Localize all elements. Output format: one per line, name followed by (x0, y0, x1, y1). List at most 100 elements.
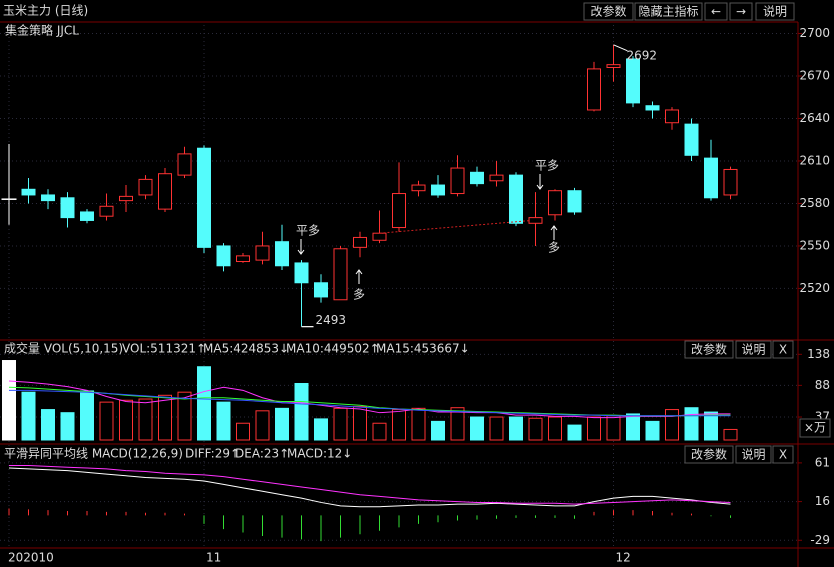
signal-arrow-head (297, 249, 305, 255)
y-tick-label: 61 (815, 455, 830, 469)
candle-body (99, 205, 114, 217)
candle-body (21, 188, 36, 196)
candle-body (119, 195, 133, 202)
signal-label: 多 (548, 241, 560, 255)
button-label[interactable]: → (736, 5, 746, 19)
button[interactable] (583, 2, 634, 21)
volume-bar (119, 399, 133, 441)
candle-body (548, 190, 562, 216)
panel-title: 平滑异同平均线 MACD(12,26,9) (4, 447, 183, 461)
legend-entry: DIFF:29↑ (185, 447, 240, 461)
candle-body (528, 217, 543, 224)
button-label[interactable]: ← (711, 5, 721, 19)
candle-body (723, 168, 738, 196)
volume-bar (723, 428, 738, 441)
button[interactable] (729, 2, 753, 21)
candle-body (80, 211, 94, 221)
volume-bar (314, 418, 328, 441)
volume-bar (80, 390, 94, 441)
y-tick-label: -29 (810, 533, 830, 547)
low-label: 2493 (316, 313, 347, 327)
volume-bar (255, 410, 270, 441)
signal-arrow-head (536, 184, 544, 190)
y-tick-label: 88 (815, 378, 830, 392)
button[interactable] (684, 445, 734, 464)
volume-bar (645, 420, 660, 441)
button-label[interactable]: 改参数 (691, 342, 727, 357)
volume-bar (294, 382, 309, 441)
candle-body (353, 236, 367, 248)
candle-body (236, 255, 250, 263)
button[interactable] (634, 2, 703, 21)
volume-bar (567, 424, 582, 441)
x-tick-label: 202010 (8, 551, 54, 565)
legend-entry: MACD:12↓ (287, 447, 352, 461)
volume-bar (41, 409, 55, 441)
candle-body (372, 232, 387, 241)
button-label[interactable]: 改参数 (590, 4, 626, 19)
volume-bar (60, 412, 75, 441)
button-label[interactable]: X (779, 448, 787, 462)
button-label[interactable]: 改参数 (691, 447, 727, 462)
signal-label: 平多 (296, 224, 320, 238)
button[interactable] (772, 340, 794, 359)
volume-bar (177, 391, 192, 441)
button-label[interactable]: 说明 (763, 4, 787, 19)
volume-bar (431, 420, 445, 441)
y-tick-label: 2550 (799, 238, 830, 252)
button[interactable] (704, 2, 728, 21)
candle-body (138, 178, 153, 196)
candle-body (704, 157, 718, 199)
indicator-line (8, 380, 731, 419)
unit-label: ×万 (804, 421, 826, 435)
button[interactable] (772, 445, 794, 464)
x-tick-label: 11 (206, 551, 221, 565)
candle-body (431, 184, 445, 196)
candle-body (606, 64, 621, 68)
button[interactable] (735, 445, 772, 464)
volume-bar (99, 401, 114, 441)
candle-body (41, 194, 55, 202)
candle-body (684, 123, 699, 156)
volume-bar (489, 416, 504, 441)
volume-bar (158, 394, 172, 441)
button[interactable] (684, 340, 734, 359)
volume-bar (587, 416, 601, 441)
candle-body (645, 105, 660, 111)
candle-body (177, 153, 192, 176)
volume-bar (2, 360, 16, 441)
volume-bar (236, 422, 250, 441)
button[interactable] (755, 2, 795, 21)
volume-bar (216, 401, 231, 441)
volume-bar (548, 416, 562, 441)
candle-body (665, 109, 679, 124)
candle-body (392, 193, 406, 229)
button-label[interactable]: 说明 (741, 447, 765, 462)
readout: VOL:511321↑ (122, 342, 206, 356)
signal-arrow-head (550, 225, 558, 231)
candle-body (314, 282, 328, 298)
y-tick-label: 2610 (799, 153, 830, 167)
indicator-line (9, 464, 731, 505)
candle-body (216, 245, 231, 267)
y-tick-label: 2670 (799, 68, 830, 82)
candle-body (255, 245, 270, 261)
volume-bar (606, 415, 621, 441)
button-label[interactable]: 隐藏主指标 (638, 4, 698, 19)
candle-body (275, 241, 289, 267)
volume-bar (21, 391, 36, 441)
y-tick-label: 2520 (799, 281, 830, 295)
button-label[interactable]: 说明 (741, 342, 765, 357)
button[interactable] (735, 340, 772, 359)
volume-bar (372, 422, 387, 441)
candle-body (626, 58, 640, 104)
candle-body (470, 171, 484, 185)
y-tick-label: 2700 (799, 26, 830, 40)
volume-bar (411, 407, 426, 441)
button-label[interactable]: X (779, 343, 787, 357)
indicator-line (8, 386, 731, 417)
strategy-line (379, 220, 530, 234)
volume-bar (353, 405, 367, 441)
